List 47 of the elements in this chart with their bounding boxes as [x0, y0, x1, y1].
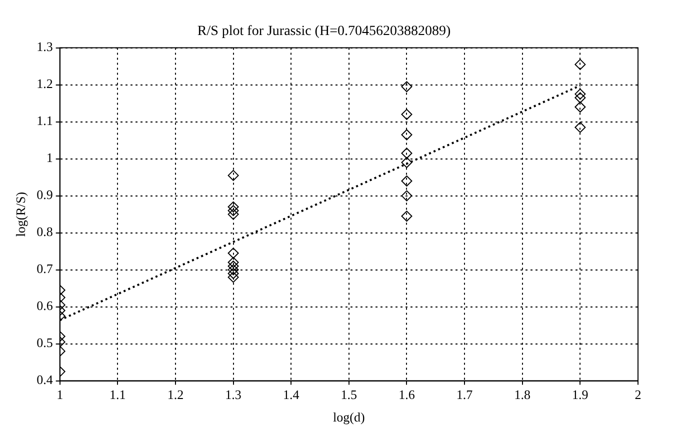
point — [401, 129, 412, 140]
x-tick-label: 1 — [56, 387, 64, 402]
x-tick-label: 1.1 — [110, 387, 126, 402]
x-tick-label: 1.9 — [572, 387, 588, 402]
point — [401, 81, 412, 92]
x-tick-label: 1.3 — [225, 387, 242, 402]
point — [228, 260, 239, 272]
point — [228, 205, 239, 216]
point — [401, 157, 412, 168]
y-tick-label: 0.9 — [36, 187, 53, 202]
y-axis-title: log(R/S) — [13, 192, 28, 237]
y-tick-label: 1.1 — [36, 113, 53, 128]
point — [228, 170, 239, 181]
y-tick-label: 1.2 — [36, 76, 53, 92]
point — [228, 248, 239, 259]
x-tick-label: 1.5 — [340, 387, 358, 402]
y-tick-label: 0.4 — [36, 372, 54, 388]
point — [574, 122, 586, 133]
point — [574, 58, 586, 70]
y-tick-label: 1 — [46, 150, 53, 166]
x-tick-label: 1.2 — [167, 387, 184, 402]
x-tick-label: 2 — [634, 387, 642, 402]
point — [401, 210, 412, 222]
x-axis-title: log(d) — [333, 410, 365, 425]
x-tick-label: 1.4 — [282, 387, 300, 402]
x-tick-label: 1.7 — [456, 387, 474, 402]
point — [228, 268, 239, 279]
point — [228, 272, 239, 283]
x-tick-label: 1.8 — [514, 387, 530, 402]
point — [401, 176, 412, 186]
y-tick-label: 0.8 — [36, 224, 53, 240]
point — [574, 92, 586, 104]
point — [401, 148, 412, 159]
x-tick-label: 1.6 — [398, 387, 416, 402]
point — [574, 88, 586, 100]
y-tick-label: 0.7 — [36, 261, 54, 276]
chart-title: R/S plot for Jurassic (H=0.70456203882089) — [197, 24, 451, 40]
point — [228, 208, 239, 220]
point — [228, 264, 239, 276]
point — [574, 102, 586, 112]
y-tick-label: 0.6 — [36, 298, 54, 314]
y-tick-label: 1.3 — [36, 39, 53, 54]
point — [401, 108, 412, 120]
point — [401, 190, 412, 202]
y-tick-label: 0.5 — [36, 335, 53, 350]
point — [228, 201, 239, 212]
point — [228, 256, 239, 268]
